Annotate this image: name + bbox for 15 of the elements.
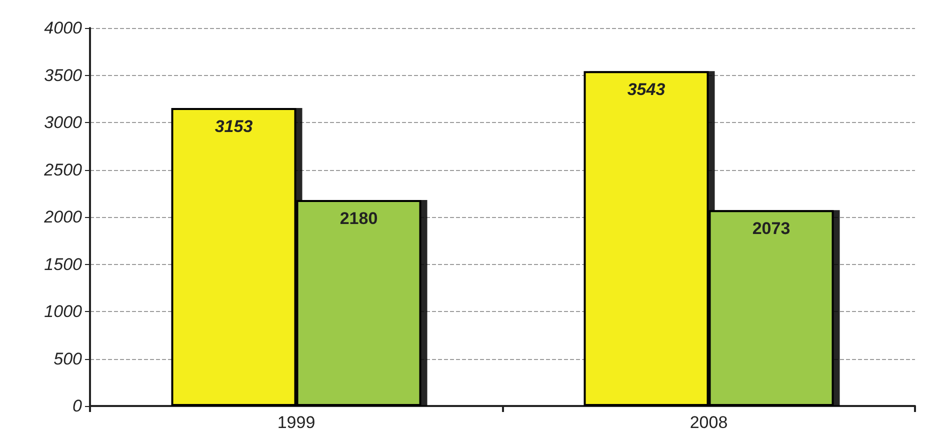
y-tick-label: 3500 (44, 66, 83, 85)
y-tick-label: 3000 (44, 113, 83, 132)
x-tick-label: 2008 (690, 413, 728, 432)
y-tick-label: 2500 (43, 160, 83, 180)
y-tick-label: 2000 (43, 208, 83, 226)
y-tick-label: 0 (72, 396, 83, 416)
data-label: 3153 (214, 117, 254, 136)
data-label: 2180 (340, 208, 378, 228)
y-tick-label: 1000 (44, 302, 83, 321)
y-tick-label: 1500 (44, 254, 83, 274)
y-tick-label: 500 (54, 349, 83, 368)
data-label: 3543 (627, 80, 666, 100)
data-label: 2073 (752, 219, 790, 238)
x-tick-label: 1999 (277, 413, 316, 432)
y-tick-label: 4000 (44, 18, 83, 38)
